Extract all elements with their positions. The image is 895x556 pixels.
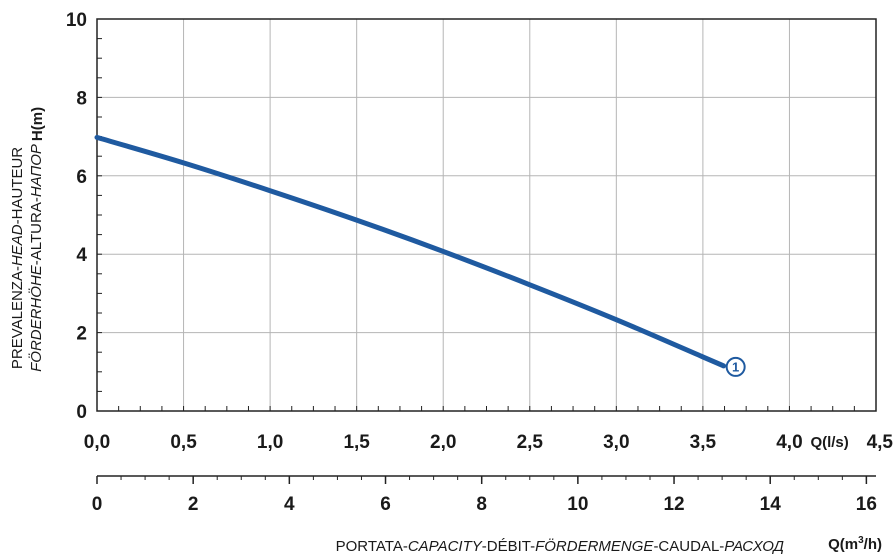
curve-marker-1	[725, 356, 746, 377]
x-tick-label-ls: 3,0	[603, 432, 629, 453]
x-unit-m3h: Q(m3/h)	[828, 535, 882, 553]
x-tick-label-m3h: 8	[476, 494, 487, 515]
x-tick-label-m3h: 12	[663, 494, 684, 515]
series-line-1	[94, 134, 727, 369]
x-tick-label-m3h: 14	[760, 494, 782, 515]
minor-ticks	[96, 18, 877, 412]
x-tick-label-ls: 1,0	[257, 432, 283, 453]
y-tick-label: 4	[76, 245, 87, 266]
y-tick-label: 6	[76, 167, 87, 188]
y-tick-label: 10	[66, 10, 87, 31]
y-tick-label: 2	[76, 324, 87, 345]
x-tick-label-m3h: 6	[380, 494, 391, 515]
x-tick-label-m3h: 10	[567, 494, 588, 515]
y-tick-label: 8	[76, 88, 87, 109]
series-group: 1	[94, 134, 746, 377]
x-tick-label-m3h: 4	[284, 494, 295, 515]
x-tick-label-m3h: 16	[856, 494, 877, 515]
x-tick-label-ls: 4,5	[867, 432, 894, 453]
y-tick-labels: 0 2 4 6 8 10	[66, 10, 88, 423]
plot-frame	[96, 18, 877, 412]
x-tick-label-ls: 0,0	[84, 432, 110, 453]
y-unit: H(m)	[29, 107, 46, 141]
y-tick-label: 0	[76, 402, 87, 423]
x-tick-label-ls: 3,5	[690, 432, 717, 453]
x-tick-label-ls: 2,0	[430, 432, 456, 453]
x-axis-title: PORTATA-CAPACITY-DÉBIT-FÖRDERMENGE-CAUDA…	[336, 537, 785, 555]
x-tick-labels-ls: 0,0 0,5 1,0 1,5 2,0 2,5 3,0 3,5 4,0 4,5	[84, 432, 894, 453]
grid-lines	[97, 19, 876, 411]
x-tick-label-ls: 1,5	[343, 432, 370, 453]
x-unit-ls: Q(l/s)	[810, 434, 848, 451]
x-tick-label-m3h: 0	[92, 494, 103, 515]
curve-label-1: 1	[732, 359, 739, 374]
x-tick-label-m3h: 2	[188, 494, 199, 515]
x-tick-label-ls: 2,5	[517, 432, 544, 453]
y-axis-title-line2: FÖRDERHÖHE-ALTURA-НАПОР	[27, 144, 45, 372]
y-axis-title-line1: PREVALENZA-HEAD-HAUTEUR	[9, 147, 26, 369]
x-tick-labels-m3h: 0 2 4 6 8 10 12 14 16	[92, 494, 877, 515]
x-tick-label-ls: 0,5	[170, 432, 197, 453]
x-tick-label-ls: 4,0	[776, 432, 802, 453]
x-axis-m3h	[96, 475, 876, 484]
